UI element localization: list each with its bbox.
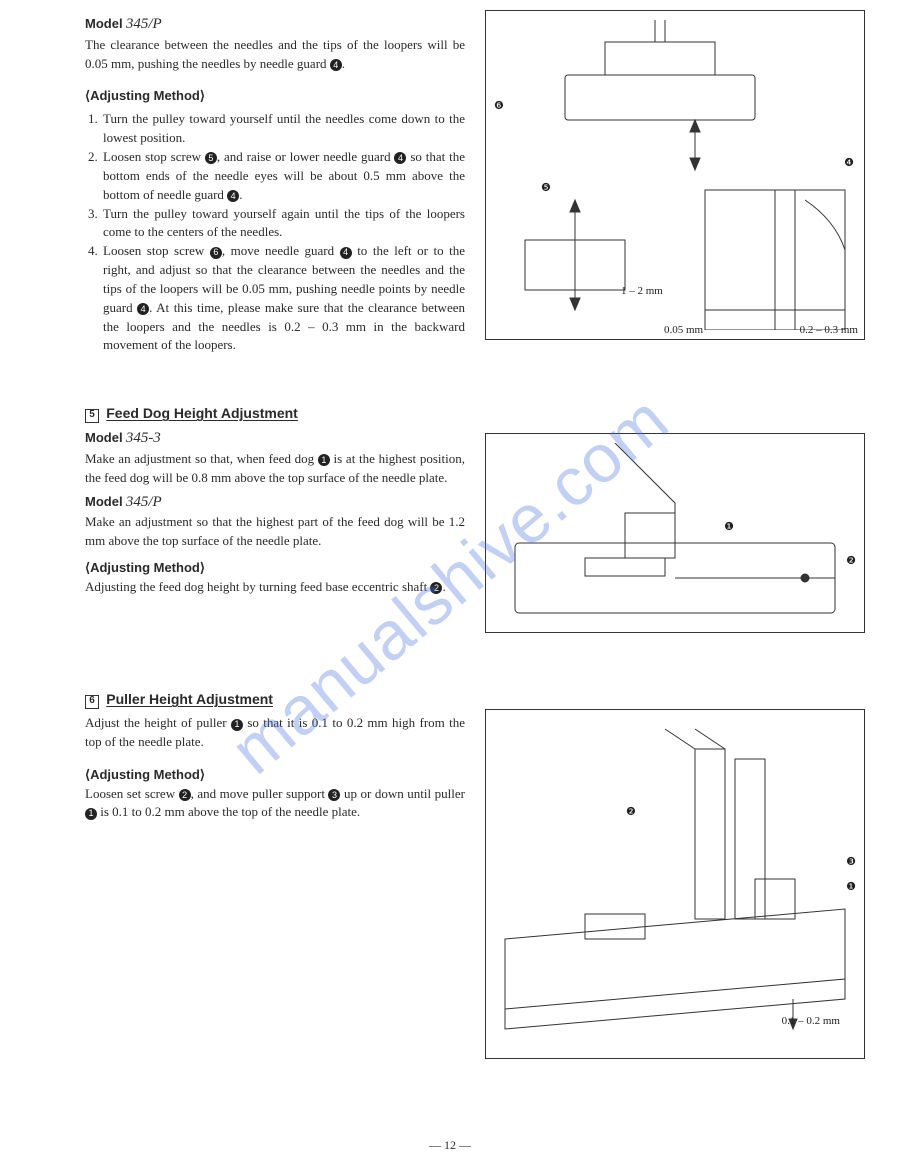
model-value: 345/P <box>126 494 162 510</box>
ref-bullet-4: 4 <box>137 303 149 315</box>
ref-bullet-4: 4 <box>330 59 342 71</box>
section1-intro: The clearance between the needles and th… <box>85 36 465 74</box>
fig1-dim-1: 1 – 2 mm <box>621 284 663 300</box>
section-needle-guard: Model 345/P The clearance between the ne… <box>85 10 865 355</box>
section-puller: 6 Puller Height Adjustment Adjust the he… <box>85 689 865 1059</box>
ref-bullet-6: 6 <box>210 247 222 259</box>
s2b: , and raise or lower needle guard <box>217 149 395 164</box>
ref-bullet-4: 4 <box>394 152 406 164</box>
figure-3-box: ❷ ❸ ❶ 0.1 – 0.2 mm <box>485 709 865 1059</box>
ref-bullet-3: 3 <box>328 789 340 801</box>
section6-text-col: 6 Puller Height Adjustment Adjust the he… <box>85 689 465 822</box>
intro-a: The clearance between the needles and th… <box>85 37 465 71</box>
figure-1-box: ❻ ❺ ❹ 1 – 2 mm 0.05 mm 0.2 – 0.3 mm <box>485 10 865 340</box>
adjusting-method-heading: ⟨Adjusting Method⟩ <box>85 87 465 106</box>
section5-p2: Make an adjustment so that the highest p… <box>85 513 465 551</box>
s4b: , move needle guard <box>222 243 340 258</box>
fig2-callout-2: ❷ <box>846 554 856 570</box>
ref-bullet-4: 4 <box>227 190 239 202</box>
model-label: Model <box>85 16 123 31</box>
p2a: Loosen set screw <box>85 786 179 801</box>
p2d: is 0.1 to 0.2 mm above the top of the ne… <box>97 804 360 819</box>
section6-p1: Adjust the height of puller 1 so that it… <box>85 714 465 752</box>
fig2-callout-1: ❶ <box>724 520 734 536</box>
section1-steps: Turn the pulley toward yourself until th… <box>85 110 465 355</box>
fig1-dim-3: 0.2 – 0.3 mm <box>800 323 858 339</box>
section6-p2: Loosen set screw 2, and move puller supp… <box>85 785 465 823</box>
s2d: . <box>239 187 242 202</box>
model-value: 345/P <box>126 16 162 32</box>
section-feed-dog: 5 Feed Dog Height Adjustment Model 345-3… <box>85 403 865 633</box>
ref-bullet-2: 2 <box>179 789 191 801</box>
section1-text-col: Model 345/P The clearance between the ne… <box>85 10 465 355</box>
fig3-callout-2: ❷ <box>626 805 636 821</box>
fig1-callout-4: ❹ <box>844 156 854 172</box>
section5-p1: Make an adjustment so that, when feed do… <box>85 450 465 488</box>
s2a: Loosen stop screw <box>103 149 205 164</box>
fig3-dim: 0.1 – 0.2 mm <box>782 1014 840 1030</box>
model-value: 345-3 <box>126 430 161 446</box>
fig1-callout-5: ❺ <box>541 181 551 197</box>
ref-bullet-1: 1 <box>85 808 97 820</box>
step-2: Loosen stop screw 5, and raise or lower … <box>101 148 465 205</box>
figure-2-box: ❶ ❷ <box>485 433 865 633</box>
section6-heading: 6 Puller Height Adjustment <box>85 689 465 710</box>
step-4: Loosen stop screw 6, move needle guard 4… <box>101 242 465 355</box>
section-number-box: 6 <box>85 695 99 709</box>
figure-3-sketch <box>495 719 855 1049</box>
step-3: Turn the pulley toward yourself again un… <box>101 205 465 243</box>
ref-bullet-1: 1 <box>318 454 330 466</box>
p1a: Make an adjustment so that, when feed do… <box>85 451 318 466</box>
model-label: Model <box>85 494 123 509</box>
section5-title: Feed Dog Height Adjustment <box>106 405 298 421</box>
figure-1-sketch <box>495 20 855 330</box>
model-label: Model <box>85 430 123 445</box>
p2c: up or down until puller <box>340 786 465 801</box>
adjusting-method-heading: ⟨Adjusting Method⟩ <box>85 559 465 578</box>
figure-2-sketch <box>495 443 855 623</box>
section-number-box: 5 <box>85 409 99 423</box>
ref-bullet-5: 5 <box>205 152 217 164</box>
ref-bullet-4: 4 <box>340 247 352 259</box>
p3b: . <box>442 579 445 594</box>
p2b: , and move puller support <box>191 786 329 801</box>
fig3-callout-1: ❶ <box>846 880 856 896</box>
section5-text-col: 5 Feed Dog Height Adjustment Model 345-3… <box>85 403 465 596</box>
p3a: Adjusting the feed dog height by turning… <box>85 579 430 594</box>
intro-b: . <box>342 56 345 71</box>
p1a: Adjust the height of puller <box>85 715 231 730</box>
section5-heading: 5 Feed Dog Height Adjustment <box>85 403 465 424</box>
fig1-callout-6: ❻ <box>494 99 504 115</box>
page-number: — 12 — <box>0 1137 900 1154</box>
s4d: . At this time, please make sure that th… <box>103 300 465 353</box>
fig3-callout-3: ❸ <box>846 855 856 871</box>
fig1-dim-2: 0.05 mm <box>664 323 703 339</box>
section5-p3: Adjusting the feed dog height by turning… <box>85 578 465 597</box>
section6-title: Puller Height Adjustment <box>106 691 273 707</box>
ref-bullet-1: 1 <box>231 719 243 731</box>
ref-bullet-2: 2 <box>430 582 442 594</box>
s4a: Loosen stop screw <box>103 243 210 258</box>
adjusting-method-heading: ⟨Adjusting Method⟩ <box>85 766 465 785</box>
step-1: Turn the pulley toward yourself until th… <box>101 110 465 148</box>
